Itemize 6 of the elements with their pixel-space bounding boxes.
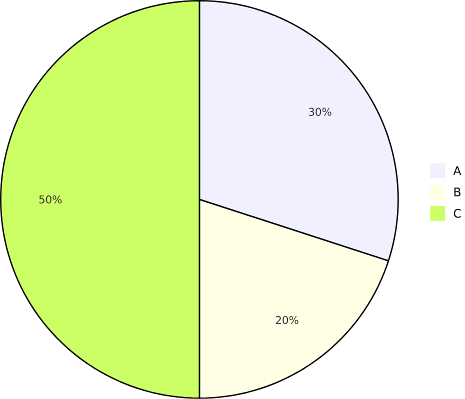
data-label: 50% [39, 195, 62, 204]
data-label: 30% [308, 108, 332, 116]
legend-label: A [453, 166, 462, 175]
legend-label: C [454, 208, 461, 218]
data-label: 20% [276, 316, 298, 324]
legend-label: B [454, 188, 460, 196]
